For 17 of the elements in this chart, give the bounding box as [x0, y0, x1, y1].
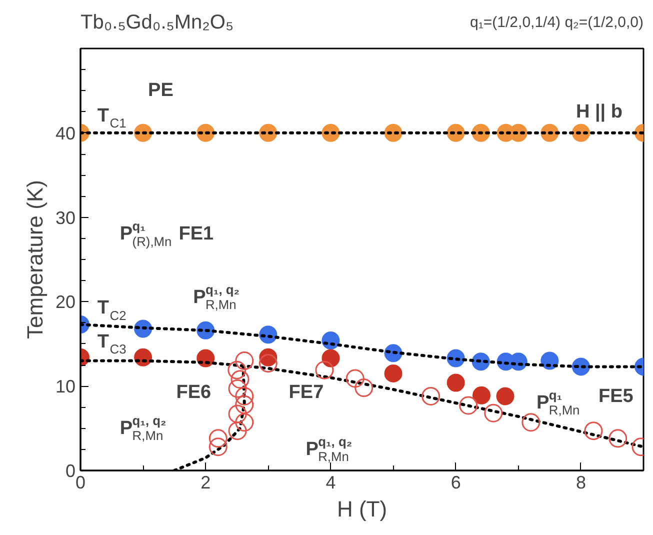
x-tick-label: 4 — [326, 472, 336, 492]
x-axis-title: H (T) — [336, 496, 388, 522]
chart-subtitle: q₁=(1/2,0,1/4) q₂=(1/2,0,0) — [470, 14, 644, 31]
annotation: FE6 — [176, 382, 212, 403]
y-tick-label: 20 — [55, 292, 76, 312]
chart-title: Tb₀.₅Gd₀.₅Mn₂O₅ — [80, 12, 234, 34]
y-tick-label: 30 — [55, 208, 76, 228]
x-tick-label: 6 — [450, 472, 461, 492]
annotation: PE — [148, 80, 174, 102]
annotation: H || b — [576, 101, 622, 122]
annotation: FE7 — [288, 382, 324, 403]
x-tick-label: 2 — [200, 472, 211, 492]
annotation: FE5 — [598, 386, 634, 408]
y-axis-title: Temperature (K) — [22, 180, 48, 339]
y-tick-label: 10 — [55, 376, 76, 397]
y-tick-label: 40 — [55, 123, 76, 144]
x-tick-label: 8 — [576, 472, 586, 492]
